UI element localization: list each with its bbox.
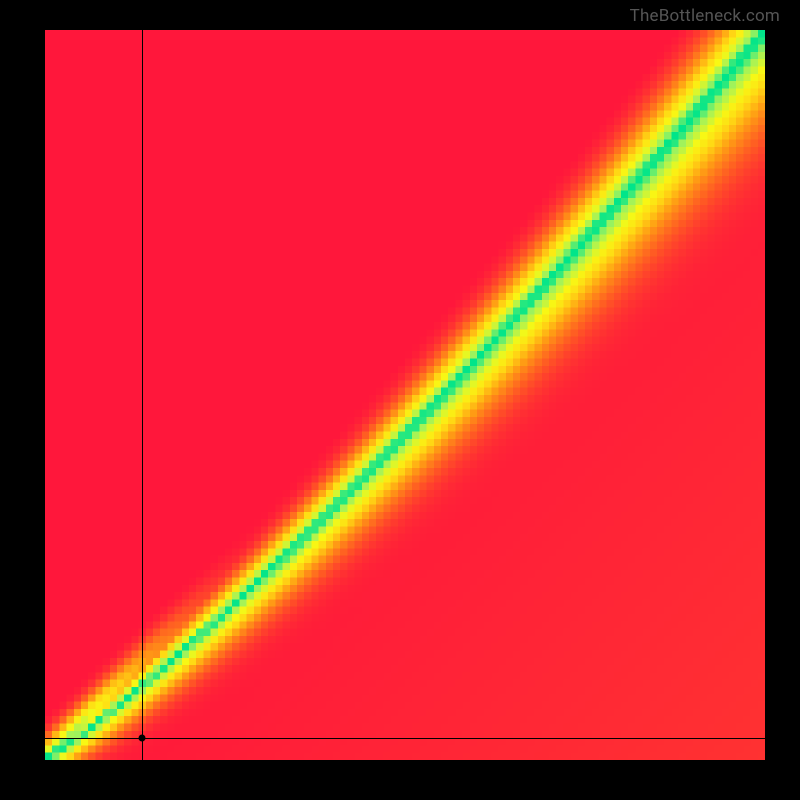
crosshair-horizontal (45, 738, 765, 739)
crosshair-point (139, 735, 146, 742)
crosshair-vertical (142, 30, 143, 760)
watermark-text: TheBottleneck.com (630, 6, 780, 26)
chart-container: TheBottleneck.com (0, 0, 800, 800)
bottleneck-heatmap (45, 30, 765, 760)
